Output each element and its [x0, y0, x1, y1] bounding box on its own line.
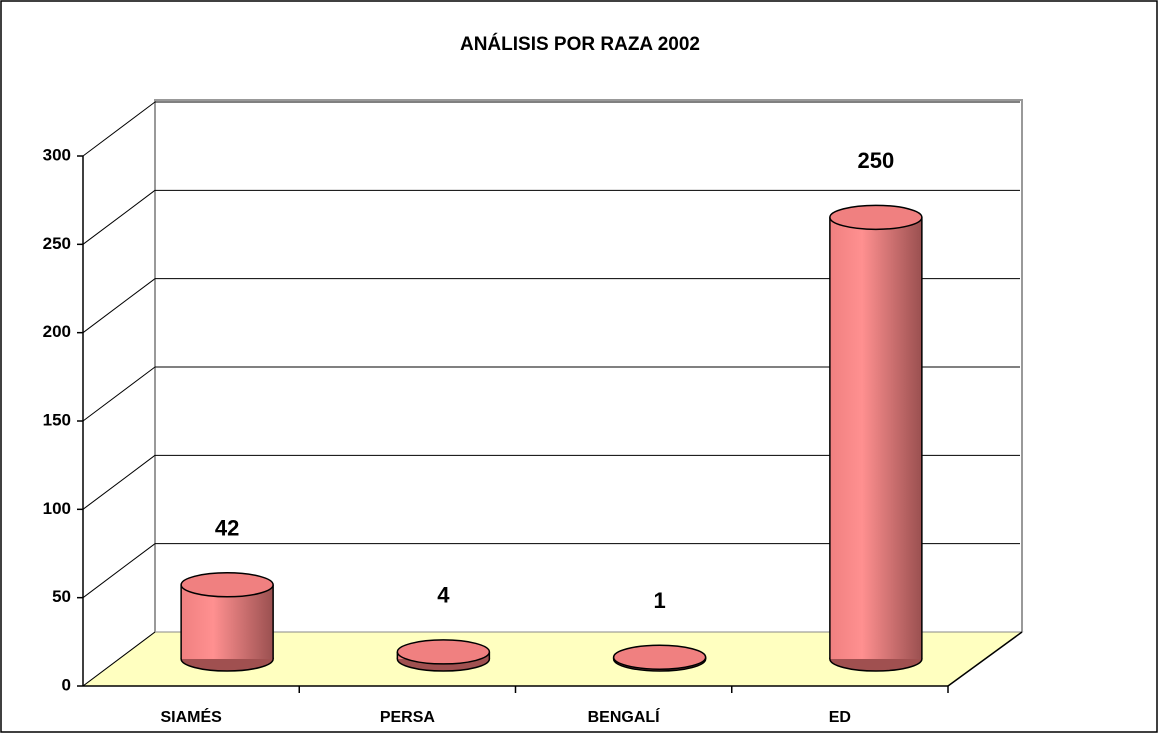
- side-grid-line: [82, 101, 156, 157]
- x-tick-label: ED: [829, 709, 851, 726]
- y-tick-label: 300: [43, 145, 71, 164]
- side-grid-line: [82, 278, 156, 334]
- y-tick-label: 0: [62, 675, 71, 694]
- value-label: 1: [654, 588, 666, 613]
- cylinder-top: [829, 204, 923, 231]
- floor-edge: [947, 631, 1023, 687]
- y-tick-label: 50: [52, 587, 71, 606]
- bar: [829, 217, 922, 660]
- side-grid-line: [82, 454, 156, 510]
- x-tick-label: SIAMÉS: [160, 707, 222, 726]
- y-tick-label: 150: [43, 410, 71, 429]
- cylinder-top: [180, 572, 274, 598]
- side-grid-line: [82, 366, 156, 422]
- side-grid-line: [82, 543, 156, 599]
- value-label: 42: [215, 516, 239, 541]
- x-tick-label: BENGALÍ: [588, 707, 661, 726]
- side-grid-line: [82, 631, 156, 687]
- cylinder-side: [180, 584, 274, 659]
- cylinder-side: [829, 217, 923, 659]
- side-grid-line: [82, 189, 156, 245]
- cylinder-top: [396, 639, 491, 665]
- value-label: 4: [437, 583, 450, 608]
- x-tick-label: PERSA: [380, 709, 436, 726]
- chart-title: ANÁLISIS POR RAZA 2002: [460, 33, 700, 55]
- y-tick-label: 200: [43, 322, 71, 341]
- cylinder-top: [612, 644, 707, 670]
- value-label: 250: [858, 148, 895, 173]
- y-tick-label: 250: [43, 234, 71, 253]
- y-tick-label: 100: [43, 499, 71, 518]
